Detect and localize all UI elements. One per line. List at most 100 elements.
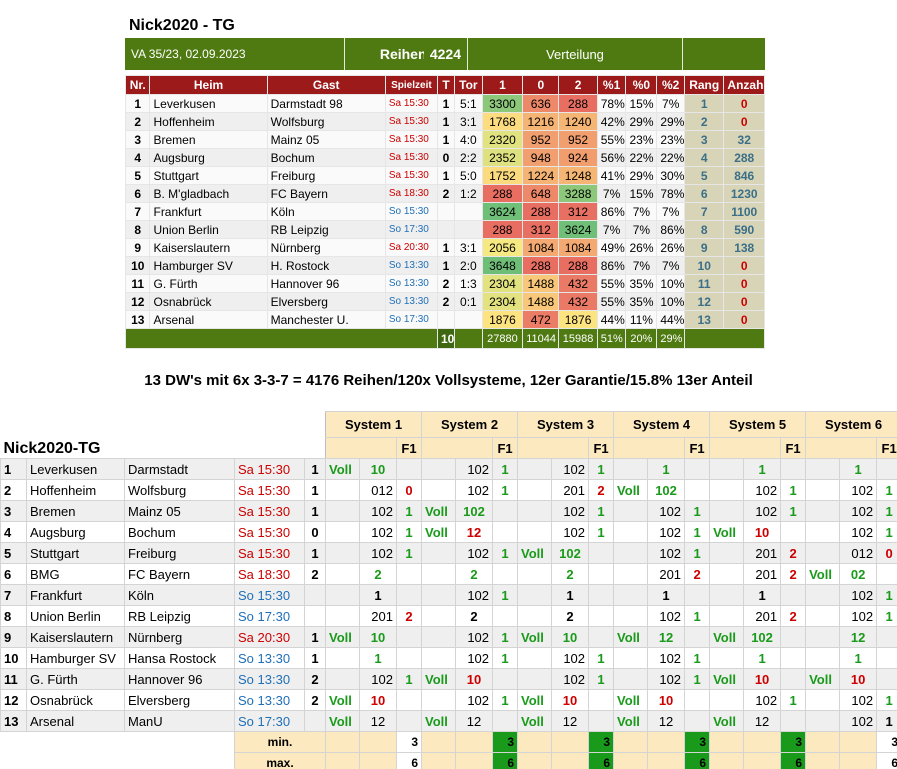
blank-cell <box>613 752 649 769</box>
blank-cell <box>647 731 686 753</box>
kickoff-time: Sa 15:30 <box>384 130 439 149</box>
percent-p1: 7% <box>596 220 627 239</box>
score: 2:0 <box>454 256 483 275</box>
rank: 10 <box>684 256 725 275</box>
home-team: Frankfurt <box>149 202 268 221</box>
f1-value <box>684 626 711 648</box>
table-row: 7 Frankfurt Köln So 15:30 3624 288 312 86% 7% 7% 7… <box>124 202 765 221</box>
percent-p1: 55% <box>596 130 627 149</box>
f1-value: 2 <box>684 563 711 585</box>
tip-value: 102 <box>551 668 590 690</box>
tip: 1 <box>436 166 456 185</box>
distribution-table: Nr. Heim Gast Spielzeit T Tor 1 0 2 %1 %0 %2 Rang Anz… <box>124 75 765 349</box>
percent-p2: 78% <box>656 184 686 203</box>
tip: 1 <box>436 238 456 257</box>
tip: 2 <box>304 563 326 585</box>
total-s1: 27880 <box>481 328 524 349</box>
count-v1: 2352 <box>481 148 524 167</box>
f1-value: 1 <box>492 479 519 501</box>
voll-marker <box>709 479 745 501</box>
row-number: 2 <box>0 479 27 501</box>
tip-value: 102 <box>455 479 494 501</box>
f1-value: 2 <box>780 563 807 585</box>
total-tips: 10 <box>436 328 456 349</box>
column-header: Spielzeit <box>384 75 439 95</box>
percent-p2: 7% <box>656 202 686 221</box>
min-label: min. <box>234 731 326 753</box>
percent-p2: 10% <box>656 292 686 311</box>
away-team: ManU <box>124 710 235 732</box>
tip-value: 1 <box>647 458 686 480</box>
system-row: 2 Hoffenheim Wolfsburg Sa 15:30 1 012 0 102 1 201… <box>0 479 897 501</box>
kickoff-time: Sa 15:30 <box>234 542 305 564</box>
f1-value <box>684 584 711 606</box>
tip: 1 <box>304 647 326 669</box>
f1-value <box>395 689 423 711</box>
voll-marker: Voll <box>325 689 360 711</box>
away-team: Elversberg <box>124 689 235 711</box>
count-v1: 2304 <box>481 292 524 311</box>
tip-value: 102 <box>551 521 590 543</box>
percent-p0: 29% <box>625 166 658 185</box>
f1-value <box>780 458 807 480</box>
row-number: 6 <box>0 563 27 585</box>
kickoff-time: So 13:30 <box>384 256 439 275</box>
count: 1100 <box>723 202 765 221</box>
kickoff-time: So 15:30 <box>234 584 305 606</box>
f1-spacer <box>325 437 397 459</box>
f1-value: 1 <box>395 542 423 564</box>
kickoff-time: So 13:30 <box>234 668 305 690</box>
row-number: 11 <box>0 668 27 690</box>
voll-marker <box>709 542 745 564</box>
voll-marker: Voll <box>517 710 553 732</box>
row-number: 4 <box>124 148 151 167</box>
voll-marker <box>517 563 553 585</box>
f1-value: 1 <box>876 479 897 501</box>
tip: 1 <box>304 479 326 501</box>
tip-value: 201 <box>647 563 686 585</box>
tip-value: 1 <box>839 647 878 669</box>
home-team: Hamburger SV <box>26 647 125 669</box>
total-p1: 51% <box>596 328 627 349</box>
voll-marker <box>517 584 553 606</box>
voll-marker <box>805 626 841 648</box>
away-team: Nürnberg <box>266 238 386 257</box>
percent-p1: 78% <box>596 94 627 113</box>
percent-p1: 49% <box>596 238 627 257</box>
column-header: Nr. <box>124 75 151 95</box>
f1-value <box>876 458 897 480</box>
voll-marker: Voll <box>613 689 649 711</box>
f1-value: 1 <box>588 521 615 543</box>
tip-value: 10 <box>647 689 686 711</box>
f1-value <box>492 710 519 732</box>
blank-cell <box>709 752 745 769</box>
voll-marker: Voll <box>613 626 649 648</box>
blank-cell <box>1 753 235 769</box>
totals-row: 10 27880 11044 15988 51% 20% 29% <box>125 328 765 349</box>
f1-value <box>588 689 615 711</box>
percent-p0: 35% <box>625 274 658 293</box>
f1-value <box>876 563 897 585</box>
home-team: Kaiserslautern <box>149 238 268 257</box>
score: 1:3 <box>454 274 483 293</box>
tip-value: 201 <box>551 479 590 501</box>
tip-value: 102 <box>743 626 782 648</box>
voll-marker <box>613 605 649 627</box>
count-v2: 3288 <box>558 184 598 203</box>
home-team: Leverkusen <box>149 94 268 113</box>
f1-spacer <box>709 437 782 459</box>
top-title: Nick2020 - TG <box>129 17 235 34</box>
tip-value: 102 <box>647 479 686 501</box>
tip-value: 2 <box>455 563 494 585</box>
voll-marker: Voll <box>421 521 457 543</box>
away-team: Wolfsburg <box>266 112 386 131</box>
system-min: 3 <box>684 731 711 753</box>
f1-value <box>492 605 519 627</box>
voll-marker <box>709 605 745 627</box>
voll-marker: Voll <box>709 521 745 543</box>
f1-value: 1 <box>492 458 519 480</box>
tip-value: 102 <box>839 479 878 501</box>
table-row: 5 Stuttgart Freiburg Sa 15:30 1 5:0 1752 1224 12… <box>124 166 765 185</box>
total-s2: 15988 <box>558 328 598 349</box>
tip-value: 102 <box>359 668 397 690</box>
